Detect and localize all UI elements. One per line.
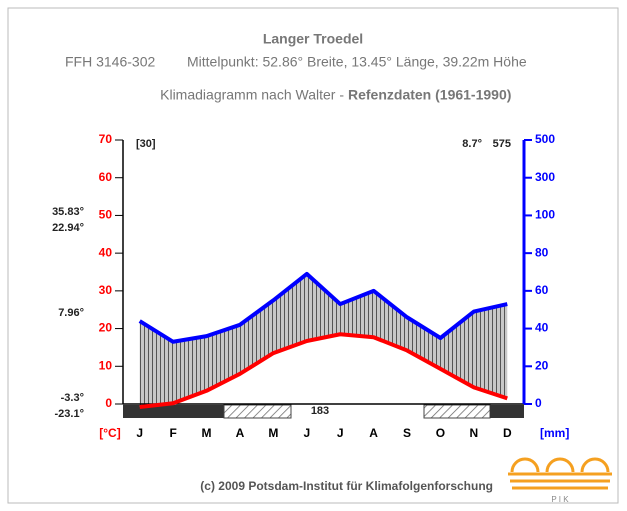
frost-possible (423, 404, 491, 419)
y2-tick-label: 40 (535, 321, 549, 335)
frost-possible (223, 404, 292, 419)
y-tick-label: 0 (105, 396, 112, 410)
frost-sure (123, 405, 224, 418)
y-tick-label: 50 (99, 208, 113, 222)
y-tick-label: 60 (99, 170, 113, 184)
diagram-label: Klimadiagramm nach Walter - (160, 87, 344, 103)
humid-area (139, 273, 508, 408)
x-tick-label: M (202, 426, 212, 440)
y2-tick-label: 80 (535, 245, 549, 259)
x-tick-label: O (436, 426, 445, 440)
y-tick-label: 10 (99, 358, 113, 372)
x-tick-label: M (268, 426, 278, 440)
frame (7, 7, 619, 504)
y-tick-label: 30 (99, 283, 113, 297)
frost-sure (490, 405, 524, 418)
y2-tick-label: 300 (535, 170, 555, 184)
x-tick-label: J (136, 426, 143, 440)
x-tick-label: J (303, 426, 310, 440)
subtitle: FFH 3146-302 (65, 54, 155, 70)
x-tick-label: S (403, 426, 411, 440)
y-axis-label: [°C] (99, 426, 120, 440)
y-tick-label: 40 (99, 245, 113, 259)
x-tick-label: N (470, 426, 479, 440)
y2-tick-label: 20 (535, 358, 549, 372)
y2-axis-label: [mm] (540, 426, 569, 440)
annotation: 22.94° (52, 222, 84, 234)
annotation: 183 (311, 405, 329, 417)
annotation: 575 (493, 138, 511, 150)
y2-tick-label: 500 (535, 132, 555, 146)
logo (508, 457, 612, 490)
chart-title: Langer Troedel (263, 31, 363, 47)
y2-tick-label: 60 (535, 283, 549, 297)
x-tick-label: A (369, 426, 378, 440)
location: Mittelpunkt: 52.86° Breite, 13.45° Länge… (187, 54, 527, 70)
series-line (139, 332, 508, 410)
x-tick-label: A (236, 426, 245, 440)
annotation: 8.7° (462, 138, 482, 150)
x-tick-label: D (503, 426, 512, 440)
x-tick-label: F (169, 426, 176, 440)
logo-text: P I K (551, 495, 569, 504)
annotation: -23.1° (55, 408, 84, 420)
y-tick-label: 20 (99, 321, 113, 335)
series-line (138, 271, 508, 344)
y2-tick-label: 100 (535, 208, 555, 222)
x-tick-label: J (337, 426, 344, 440)
annotation: 7.96° (58, 307, 84, 319)
y-tick-label: 70 (99, 132, 113, 146)
y2-tick-label: 0 (535, 396, 542, 410)
annotation: [30] (136, 138, 156, 150)
reference: Refenzdaten (1961-1990) (348, 87, 511, 103)
annotation: -3.3° (61, 392, 84, 404)
footer: (c) 2009 Potsdam-Institut für Klimafolge… (200, 479, 493, 493)
annotation: 35.83° (52, 206, 84, 218)
